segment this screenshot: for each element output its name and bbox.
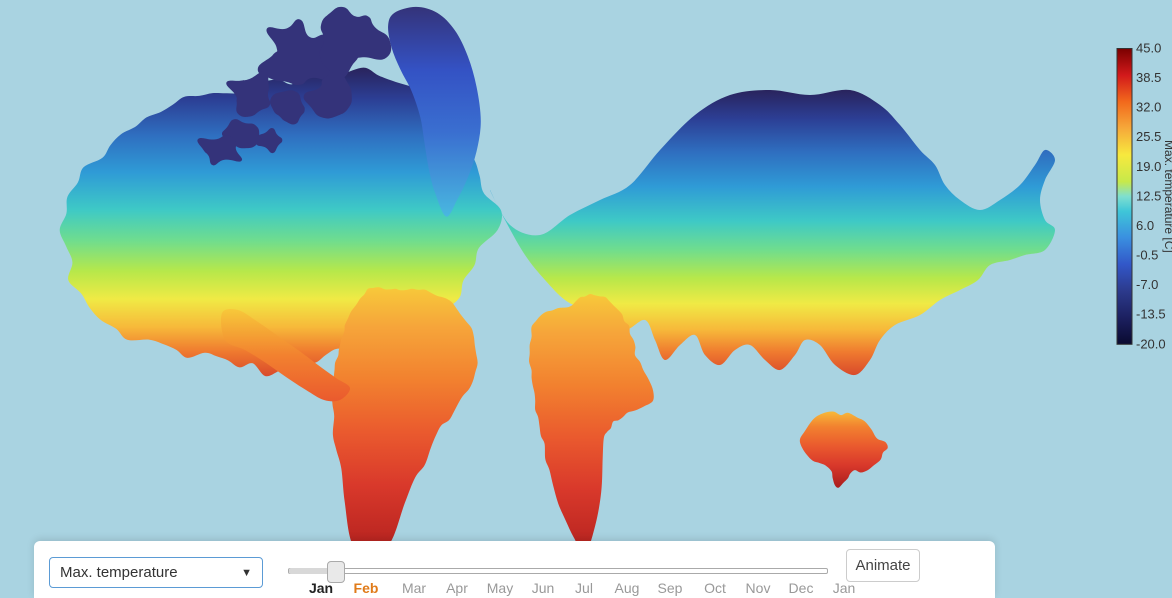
svg-text:-0.5: -0.5 <box>1136 248 1158 263</box>
svg-text:32.0: 32.0 <box>1136 100 1161 115</box>
svg-text:38.5: 38.5 <box>1136 70 1161 85</box>
svg-text:-7.0: -7.0 <box>1136 277 1158 292</box>
svg-text:Max. temperature [C]: Max. temperature [C] <box>1162 140 1172 253</box>
svg-text:6.0: 6.0 <box>1136 218 1154 233</box>
svg-text:-13.5: -13.5 <box>1136 307 1166 322</box>
svg-text:45.0: 45.0 <box>1136 41 1161 56</box>
svg-text:12.5: 12.5 <box>1136 188 1161 203</box>
svg-text:-20.0: -20.0 <box>1136 336 1166 351</box>
svg-text:25.5: 25.5 <box>1136 129 1161 144</box>
svg-text:19.0: 19.0 <box>1136 159 1161 174</box>
